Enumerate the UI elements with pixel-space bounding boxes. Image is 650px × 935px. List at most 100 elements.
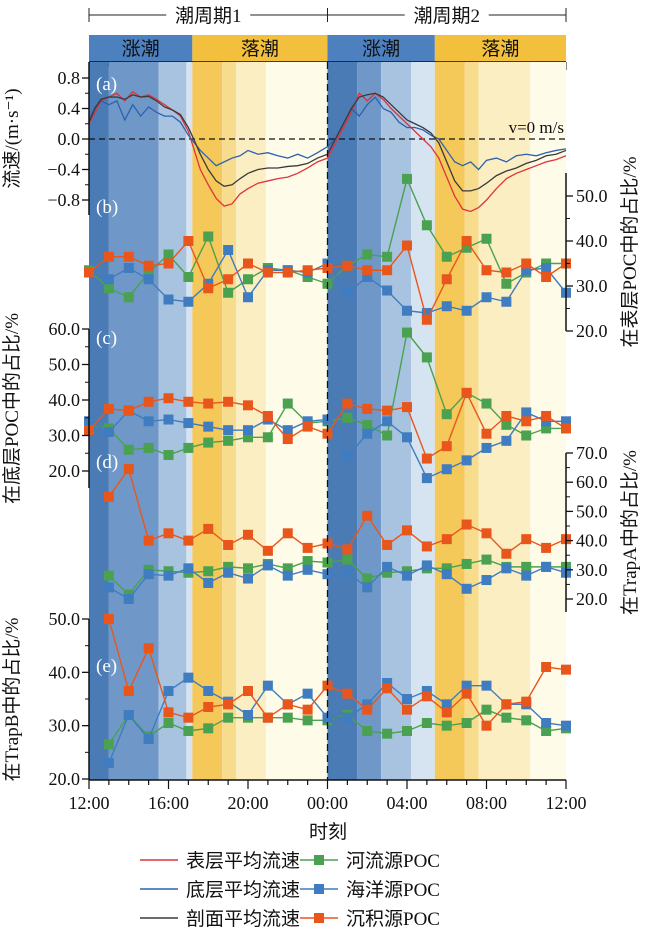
data-point-sediment_poc [163,707,174,718]
data-point-sediment_poc [322,680,333,691]
shading-band [192,62,223,780]
data-point-sediment_poc [342,688,353,699]
data-point-sediment_poc [421,691,432,702]
data-point-ocean_poc [521,407,532,418]
legend-label: 底层平均流速 [186,879,300,901]
data-point-sediment_poc [262,545,273,556]
y-tick-label: 50.0 [49,609,81,629]
data-point-ocean_poc [342,712,353,723]
data-point-ocean_poc [262,680,273,691]
data-point-ocean_poc [143,734,154,744]
data-point-sediment_poc [541,272,552,282]
data-point-ocean_poc [362,582,373,593]
data-point-river_poc [441,720,452,731]
panel-label-a: (a) [96,74,117,95]
data-point-sediment_poc [183,396,194,407]
data-point-sediment_poc [501,699,512,710]
data-point-sediment_poc [342,260,353,271]
data-point-sediment_poc [123,686,134,696]
data-point-river_poc [342,554,353,565]
data-point-sediment_poc [521,534,532,545]
data-point-ocean_poc [421,473,432,484]
panel-label-d: (d) [96,452,118,473]
data-point-ocean_poc [223,245,234,255]
data-point-sediment_poc [521,416,532,427]
y-tick-label: 0.4 [58,99,81,119]
data-point-sediment_poc [421,541,432,552]
data-point-ocean_poc [441,699,452,710]
tide-phase-header: 涨潮 落潮 涨潮 落潮 [88,35,567,70]
data-point-river_poc [421,718,432,728]
data-point-sediment_poc [282,267,293,278]
data-point-sediment_poc [143,643,154,654]
data-point-ocean_poc [501,435,512,446]
y-tick-label: 50.0 [49,355,81,375]
data-point-sediment_poc [123,251,134,262]
data-point-ocean_poc [183,296,194,307]
data-point-sediment_poc [243,400,253,411]
data-point-sediment_poc [461,688,472,699]
data-point-sediment_poc [382,539,393,550]
data-point-sediment_poc [123,405,134,416]
data-point-river_poc [382,251,393,262]
data-point-sediment_poc [402,240,412,251]
data-point-river_poc [223,561,234,572]
phase-band-ebb [434,35,566,62]
data-point-sediment_poc [362,403,373,414]
data-point-sediment_poc [103,251,114,262]
data-point-ocean_poc [402,432,412,443]
data-point-ocean_poc [203,577,214,588]
data-point-ocean_poc [103,426,114,437]
legend-label: 海洋源POC [346,879,440,901]
data-point-sediment_poc [282,699,293,710]
data-point-sediment_poc [501,548,512,559]
data-point-sediment_poc [382,683,393,694]
data-point-river_poc [203,437,214,448]
data-point-sediment_poc [441,274,452,285]
data-point-river_poc [362,573,373,584]
data-point-sediment_poc [183,236,194,246]
y-tick-label: 0.8 [58,68,81,88]
panel-label-e: (e) [96,656,117,677]
data-point-river_poc [203,723,214,734]
legend-swatch-marker [314,913,324,923]
panel-e-series: (e) [96,614,571,768]
x-tick-label: 08:00 [466,793,507,813]
data-point-river_poc [123,292,134,303]
data-point-river_poc [421,220,432,231]
data-point-sediment_poc [322,538,333,549]
phase-band-flood [89,35,193,62]
data-point-sediment_poc [302,542,313,553]
data-point-ocean_poc [243,710,253,720]
data-point-sediment_poc [183,535,194,546]
data-point-sediment_poc [541,662,552,672]
data-point-river_poc [243,274,253,285]
data-point-river_poc [282,563,293,574]
data-point-ocean_poc [382,561,393,572]
data-point-river_poc [362,726,373,736]
data-point-sediment_poc [481,720,492,731]
data-point-ocean_poc [481,292,492,303]
y-tick-label: 40.0 [49,662,81,682]
shading-band [464,62,479,780]
data-point-ocean_poc [223,567,234,578]
data-point-ocean_poc [302,688,313,699]
data-point-river_poc [461,558,472,569]
data-point-sediment_poc [342,544,353,555]
data-point-river_poc [342,412,353,423]
data-point-ocean_poc [461,305,472,316]
data-point-ocean_poc [342,287,353,298]
data-point-sediment_poc [441,707,452,718]
data-point-river_poc [183,726,194,736]
data-point-ocean_poc [481,575,492,586]
axes-layer: 0.8 0.4 0.0 −0.4 −0.8 流速/(m·s⁻¹) 50.0 40.0 30.0 2… [1,62,641,813]
data-point-ocean_poc [103,582,114,593]
x-tick-label: 00:00 [307,793,348,813]
data-point-river_poc [163,249,174,260]
y-axis-title: 在底层POC中的占比/% [1,313,23,504]
data-point-river_poc [481,554,492,565]
legend-swatch-marker [314,855,324,865]
data-point-ocean_poc [123,594,134,604]
shading-band [89,62,109,780]
data-point-river_poc [501,278,512,289]
